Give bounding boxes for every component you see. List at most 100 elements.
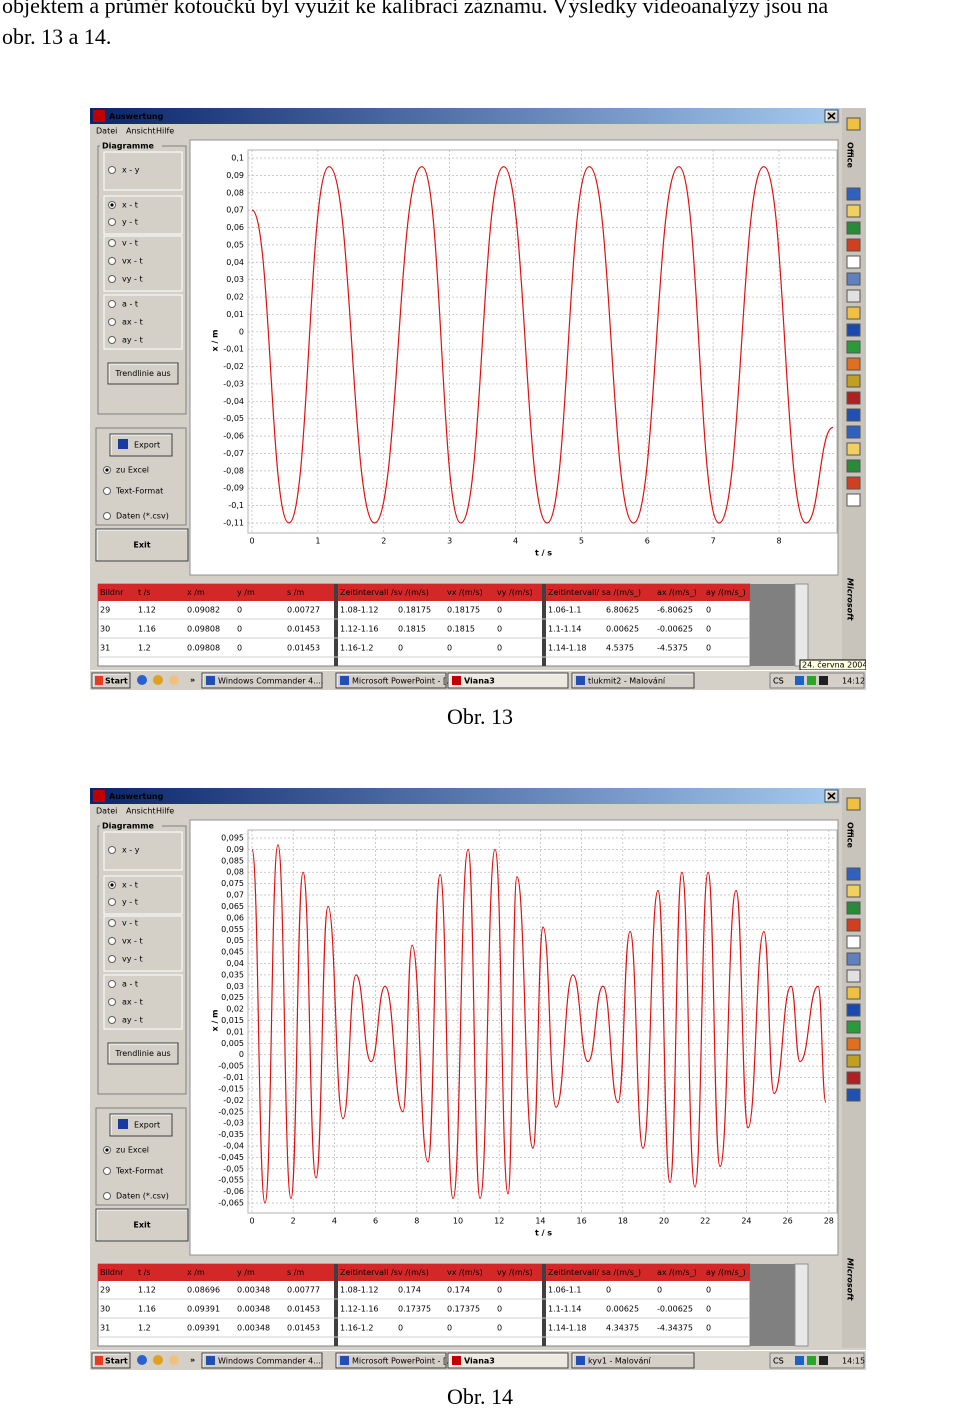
radio-label[interactable]: a - t — [122, 980, 138, 989]
radio-label[interactable]: y - t — [122, 898, 138, 907]
radio[interactable] — [108, 166, 116, 174]
radio[interactable] — [108, 239, 116, 247]
menu-item[interactable]: Ansicht — [126, 807, 156, 816]
table-cell: 29 — [100, 1286, 110, 1295]
radio[interactable] — [108, 336, 116, 344]
menu-item[interactable]: Datei — [96, 127, 117, 136]
radio-label[interactable]: zu Excel — [116, 466, 149, 475]
radio[interactable] — [108, 998, 116, 1006]
radio[interactable] — [108, 919, 116, 927]
quick-launch[interactable] — [153, 1355, 163, 1365]
task-label[interactable]: Windows Commander 4.... — [218, 1357, 323, 1366]
radio-label[interactable]: ay - t — [122, 1016, 143, 1025]
radio-label[interactable]: ay - t — [122, 336, 143, 345]
task-button[interactable] — [447, 672, 569, 689]
task-button[interactable] — [447, 1352, 569, 1369]
radio[interactable] — [103, 1167, 111, 1175]
radio[interactable] — [103, 1192, 111, 1200]
task-label[interactable]: Windows Commander 4.... — [218, 677, 323, 686]
trend-button[interactable] — [107, 362, 179, 385]
task-button[interactable] — [201, 672, 323, 689]
quick-launch[interactable] — [137, 675, 147, 685]
radio-group-box — [103, 235, 183, 292]
radio[interactable] — [103, 512, 111, 520]
radio-label[interactable]: vx - t — [122, 937, 143, 946]
quick-launch[interactable] — [137, 1355, 147, 1365]
task-label[interactable]: Microsoft PowerPoint - [... — [352, 677, 454, 686]
table-cell: 0 — [706, 1305, 711, 1314]
menu-item[interactable]: Hilfe — [156, 807, 174, 816]
radio-label[interactable]: ax - t — [122, 318, 143, 327]
exit-button[interactable] — [95, 528, 189, 562]
office-icon — [846, 442, 861, 456]
radio-label[interactable]: Text-Format — [115, 1167, 163, 1176]
radio-label[interactable]: a - t — [122, 300, 138, 309]
radio-label[interactable]: x - y — [122, 846, 140, 855]
task-label[interactable]: Viana3 — [464, 1357, 495, 1366]
radio-label[interactable]: v - t — [122, 919, 138, 928]
y-tick-label: 0,07 — [226, 891, 244, 900]
quick-launch[interactable] — [153, 675, 163, 685]
y-tick-label: 0,06 — [226, 223, 244, 232]
radio[interactable] — [108, 218, 116, 226]
x-tick-label: 8 — [414, 1217, 419, 1226]
start-label[interactable]: Start — [105, 1357, 128, 1366]
title-bar — [90, 108, 840, 124]
radio-label[interactable]: vy - t — [122, 955, 143, 964]
task-button[interactable] — [335, 672, 447, 689]
radio-label[interactable]: Daten (*.csv) — [116, 512, 169, 521]
office-icon — [846, 459, 861, 473]
trend-label[interactable]: Trendlinie aus — [114, 1049, 170, 1058]
trend-label[interactable]: Trendlinie aus — [114, 369, 170, 378]
radio-label[interactable]: x - t — [122, 881, 138, 890]
radio-label[interactable]: zu Excel — [116, 1146, 149, 1155]
menu-item[interactable]: Datei — [96, 807, 117, 816]
table-cell: 0 — [706, 1324, 711, 1333]
task-label[interactable]: Viana3 — [464, 677, 495, 686]
radio-label[interactable]: x - y — [122, 166, 140, 175]
radio-label[interactable]: x - t — [122, 201, 138, 210]
export-label[interactable]: Export — [134, 1121, 160, 1130]
radio[interactable] — [108, 955, 116, 963]
y-tick-label: 0,095 — [221, 834, 244, 843]
quick-launch[interactable] — [169, 1355, 179, 1365]
radio[interactable] — [108, 980, 116, 988]
radio-label[interactable]: vx - t — [122, 257, 143, 266]
radio-label[interactable]: v - t — [122, 239, 138, 248]
table-header-cell: ax /(m/s_) — [657, 588, 697, 597]
menu-item[interactable]: Ansicht — [126, 127, 156, 136]
table-cell: 0 — [398, 1324, 403, 1333]
radio-label[interactable]: y - t — [122, 218, 138, 227]
radio[interactable] — [108, 300, 116, 308]
exit-button[interactable] — [95, 1208, 189, 1242]
radio[interactable] — [108, 937, 116, 945]
table-cell: 4.34375 — [606, 1324, 639, 1333]
task-button[interactable] — [335, 1352, 447, 1369]
export-label[interactable]: Export — [134, 441, 160, 450]
radio[interactable] — [108, 846, 116, 854]
quick-launch[interactable] — [169, 675, 179, 685]
radio[interactable] — [108, 898, 116, 906]
task-button[interactable] — [571, 672, 695, 689]
radio[interactable] — [108, 1016, 116, 1024]
task-label[interactable]: Microsoft PowerPoint - [... — [352, 1357, 454, 1366]
task-label[interactable]: tlukmit2 - Malování — [588, 677, 666, 686]
radio-label[interactable]: vy - t — [122, 275, 143, 284]
radio[interactable] — [103, 487, 111, 495]
exit-label[interactable]: Exit — [133, 1221, 150, 1230]
menu-item[interactable]: Hilfe — [156, 127, 174, 136]
start-label[interactable]: Start — [105, 677, 128, 686]
trend-button[interactable] — [107, 1042, 179, 1065]
disk-icon — [118, 439, 128, 449]
radio-label[interactable]: ax - t — [122, 998, 143, 1007]
y-tick-label: 0,025 — [221, 993, 244, 1002]
task-button[interactable] — [201, 1352, 323, 1369]
radio[interactable] — [108, 257, 116, 265]
radio[interactable] — [108, 275, 116, 283]
radio-label[interactable]: Daten (*.csv) — [116, 1192, 169, 1201]
task-button[interactable] — [571, 1352, 695, 1369]
radio[interactable] — [108, 318, 116, 326]
exit-label[interactable]: Exit — [133, 541, 150, 550]
radio-label[interactable]: Text-Format — [115, 487, 163, 496]
task-label[interactable]: kyv1 - Malování — [588, 1357, 652, 1366]
